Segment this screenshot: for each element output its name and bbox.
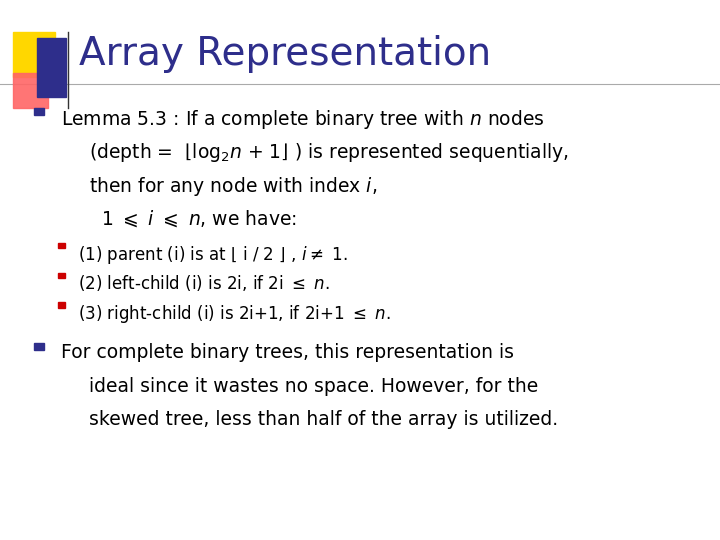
Text: For complete binary trees, this representation is: For complete binary trees, this represen… bbox=[61, 343, 514, 362]
Text: Lemma 5.3 : If a complete binary tree with $n$ nodes: Lemma 5.3 : If a complete binary tree wi… bbox=[61, 108, 545, 131]
Text: (2) left-child (i) is 2i, if 2i $\leq$ $n$.: (2) left-child (i) is 2i, if 2i $\leq$ $… bbox=[78, 273, 330, 293]
Bar bbox=[13, 32, 55, 77]
Text: Array Representation: Array Representation bbox=[79, 35, 491, 73]
Text: (1) parent (i) is at $\lfloor$ i / 2 $\rfloor$ , $i \neq$ 1.: (1) parent (i) is at $\lfloor$ i / 2 $\r… bbox=[78, 244, 347, 266]
Bar bbox=[13, 73, 48, 108]
Bar bbox=[34, 343, 44, 350]
Text: 1 $\leqslant$ $i$ $\leqslant$ $n$, we have:: 1 $\leqslant$ $i$ $\leqslant$ $n$, we ha… bbox=[101, 208, 297, 229]
Bar bbox=[58, 243, 65, 248]
Text: ideal since it wastes no space. However, for the: ideal since it wastes no space. However,… bbox=[89, 377, 538, 396]
Text: (3) right-child (i) is 2i+1, if 2i+1 $\leq$ $n$.: (3) right-child (i) is 2i+1, if 2i+1 $\l… bbox=[78, 303, 390, 325]
Bar bbox=[37, 38, 66, 97]
Text: skewed tree, less than half of the array is utilized.: skewed tree, less than half of the array… bbox=[89, 410, 558, 429]
Bar bbox=[58, 302, 65, 308]
Text: (depth =  $\lfloor$log$_2n$ + 1$\rfloor$ ) is represented sequentially,: (depth = $\lfloor$log$_2n$ + 1$\rfloor$ … bbox=[89, 141, 569, 165]
Bar bbox=[58, 273, 65, 278]
Bar bbox=[34, 107, 44, 115]
Text: then for any node with index $i$,: then for any node with index $i$, bbox=[89, 175, 377, 198]
